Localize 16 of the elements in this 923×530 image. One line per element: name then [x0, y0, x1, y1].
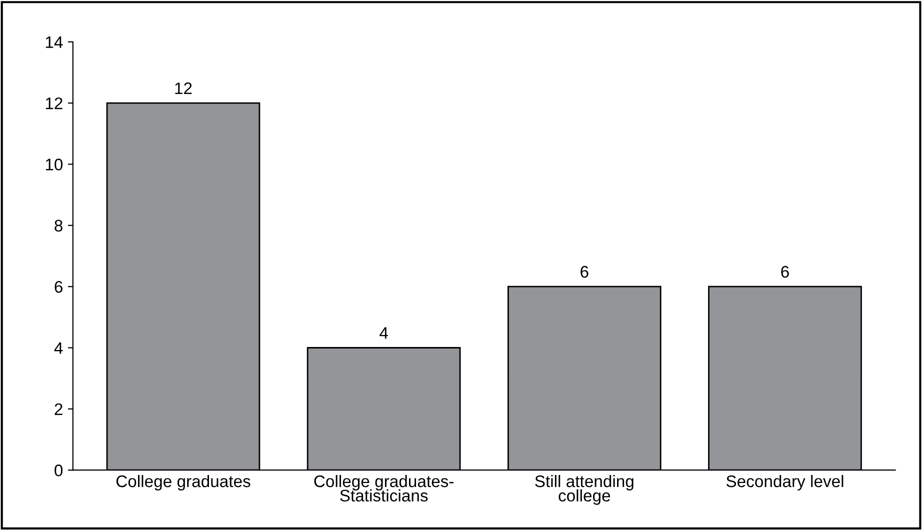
data-label: 4 [380, 327, 388, 339]
data-label: 12 [175, 82, 192, 94]
y-tick-label: 4 [54, 342, 63, 354]
y-tick-label: 14 [46, 36, 63, 48]
x-tick-label: College graduates- Statisticians [314, 474, 454, 502]
y-tick-label: 2 [54, 403, 62, 415]
x-tick-label: College graduates [116, 474, 250, 491]
y-tick-label: 8 [54, 220, 62, 232]
y-tick-label: 10 [46, 158, 63, 170]
y-tick-label: 0 [54, 464, 63, 476]
y-tick-label: 12 [46, 97, 62, 110]
data-label: 6 [580, 266, 588, 278]
x-tick-label: Still attending college [535, 474, 634, 505]
y-tick-label: 6 [54, 280, 62, 293]
x-tick-label: Secondary level [726, 474, 844, 491]
data-label: 6 [781, 266, 789, 278]
